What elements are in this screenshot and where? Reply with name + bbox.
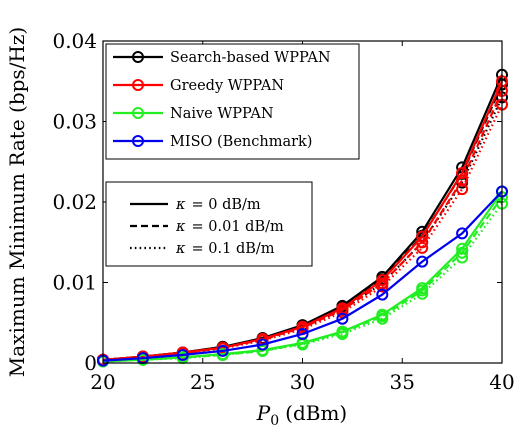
data-point — [256, 338, 269, 351]
ticks-layer: 20 25 30 35 40 0 0.01 0.02 0.03 0.04 — [52, 29, 514, 394]
x-axis-label: P0 (dBm) — [256, 401, 347, 429]
legend-method-entry: MISO (Benchmark) — [113, 134, 312, 150]
legend-method-entry: Search-based WPPAN — [113, 50, 331, 66]
data-point — [456, 251, 469, 264]
y-axis-label: Maximum Minimum Rate (bps/Hz) — [5, 27, 29, 377]
y-tick-label: 0 — [84, 351, 97, 375]
x-axis-label-unit: (dBm) — [285, 401, 347, 425]
data-point — [456, 174, 469, 187]
data-point — [256, 344, 269, 357]
series-layer — [97, 68, 508, 368]
data-point — [416, 287, 429, 300]
legend-kappa-entry: κ = 0.01 dB/m — [130, 219, 284, 235]
data-point — [336, 306, 349, 319]
y-tick-label: 0.02 — [52, 190, 97, 214]
legend-kappa-entry: κ = 0.1 dB/m — [130, 241, 275, 257]
legend-kappa-box — [105, 181, 313, 267]
legend-label: Naive WPPAN — [170, 106, 274, 122]
y-tick-label: 0.03 — [52, 110, 97, 134]
legend-marker — [132, 51, 144, 63]
legend-marker — [132, 135, 144, 147]
legend-kappa-label: κ = 0 dB/m — [175, 197, 261, 213]
data-point — [456, 183, 469, 196]
data-point — [376, 280, 389, 293]
data-point — [336, 312, 349, 325]
data-point — [336, 328, 349, 341]
y-tick-label: 0.01 — [52, 271, 97, 295]
data-point — [296, 328, 309, 341]
series-line-7 — [102, 196, 503, 363]
y-tick-label: 0.04 — [52, 29, 97, 53]
legend-label: Greedy WPPAN — [170, 78, 284, 94]
series-line-9 — [102, 190, 503, 362]
data-point — [216, 344, 229, 357]
x-tick-label: 35 — [390, 370, 415, 394]
legend-kappa-label: κ = 0.01 dB/m — [175, 219, 284, 235]
legend-method-entry: Naive WPPAN — [113, 106, 274, 122]
legend-kappa: κ = 0 dB/m κ = 0.01 dB/m κ = 0.1 dB/m — [105, 181, 313, 267]
legend-methods-box — [105, 43, 360, 160]
data-point — [176, 348, 189, 361]
x-tick-label: 25 — [190, 370, 215, 394]
x-tick-label: 20 — [90, 370, 115, 394]
data-point — [456, 227, 469, 240]
x-axis-label-var: P — [256, 401, 271, 425]
x-tick-label: 40 — [489, 370, 514, 394]
legend-kappa-label: κ = 0.1 dB/m — [175, 241, 275, 257]
data-point — [416, 255, 429, 268]
x-tick-label: 30 — [290, 370, 315, 394]
legend-method-entry: Greedy WPPAN — [113, 78, 284, 94]
data-point — [456, 167, 469, 180]
legend-marker — [132, 79, 144, 91]
data-point — [376, 312, 389, 325]
data-point — [416, 241, 429, 254]
x-axis-label-sub: 0 — [270, 413, 279, 429]
legend-label: Search-based WPPAN — [170, 50, 331, 66]
series-line-4 — [102, 90, 504, 361]
data-point — [376, 288, 389, 301]
legend-marker — [132, 107, 144, 119]
legend-kappa-entry: κ = 0 dB/m — [130, 197, 261, 213]
legend-label: MISO (Benchmark) — [170, 134, 312, 150]
legend-methods: Search-based WPPAN Greedy WPPAN Naive WPPA… — [105, 43, 360, 160]
